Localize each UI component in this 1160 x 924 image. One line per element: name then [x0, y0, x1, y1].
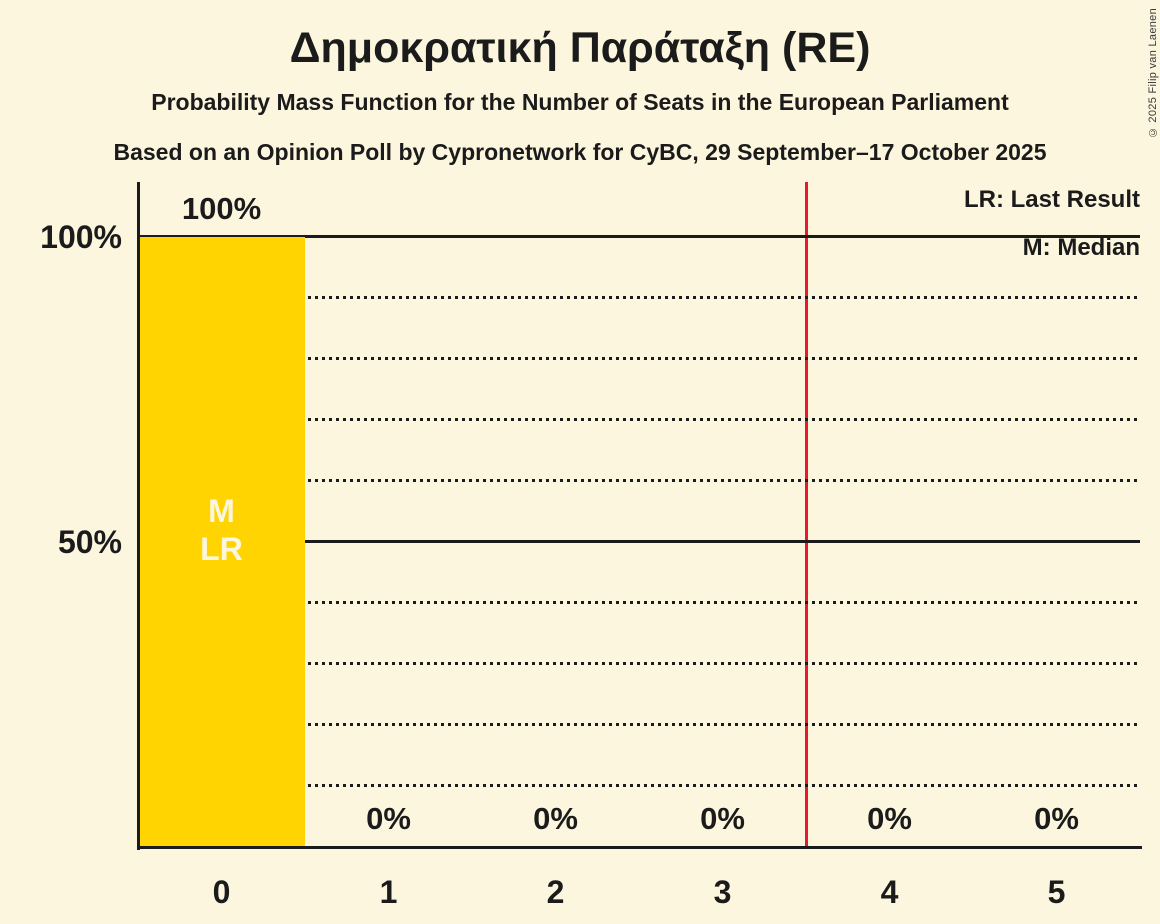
gridline-100pct	[140, 235, 1140, 238]
x-axis-line	[137, 846, 1142, 849]
y-tick-label-100: 100%	[40, 219, 122, 255]
bar-value-label-4: 0%	[867, 801, 912, 836]
x-tick-label-2: 2	[546, 874, 565, 910]
legend-last-result: LR: Last Result	[963, 186, 1140, 213]
copyright-notice: © 2025 Filip van Laenen	[1147, 8, 1159, 139]
in-bar-marker-m: M	[208, 493, 235, 529]
bar-value-label-2: 0%	[533, 801, 578, 836]
gridline-80pct	[140, 357, 1140, 360]
bar-value-label-1: 0%	[366, 801, 411, 836]
x-tick-label-0: 0	[212, 874, 231, 910]
legend-median: M: Median	[1022, 234, 1140, 261]
y-axis-line	[137, 182, 140, 850]
chart-subtitle: Probability Mass Function for the Number…	[151, 89, 1009, 115]
x-tick-label-4: 4	[880, 874, 899, 910]
gridline-30pct	[140, 662, 1140, 665]
bar-seats-0	[139, 237, 305, 847]
bar-value-label-3: 0%	[700, 801, 745, 836]
chart-source-line: Based on an Opinion Poll by Cypronetwork…	[113, 139, 1047, 165]
bar-value-label-0: 100%	[181, 191, 262, 226]
chart-title: Δημοκρατική Παράταξη (RE)	[289, 24, 871, 72]
gridline-60pct	[140, 479, 1140, 482]
gridline-50pct	[140, 540, 1140, 543]
y-tick-label-50: 50%	[57, 524, 122, 560]
x-tick-label-3: 3	[713, 874, 732, 910]
gridline-90pct	[140, 296, 1140, 299]
bar-value-label-5: 0%	[1034, 801, 1079, 836]
x-tick-label-1: 1	[379, 874, 398, 910]
gridline-70pct	[140, 418, 1140, 421]
last-result-line	[804, 182, 808, 847]
gridline-20pct	[140, 723, 1140, 726]
in-bar-marker-lr: LR	[200, 531, 243, 567]
median-last-result-annotation: M LR	[142, 492, 302, 568]
gridline-10pct	[140, 784, 1140, 787]
gridline-40pct	[140, 601, 1140, 604]
x-tick-label-5: 5	[1047, 874, 1066, 910]
